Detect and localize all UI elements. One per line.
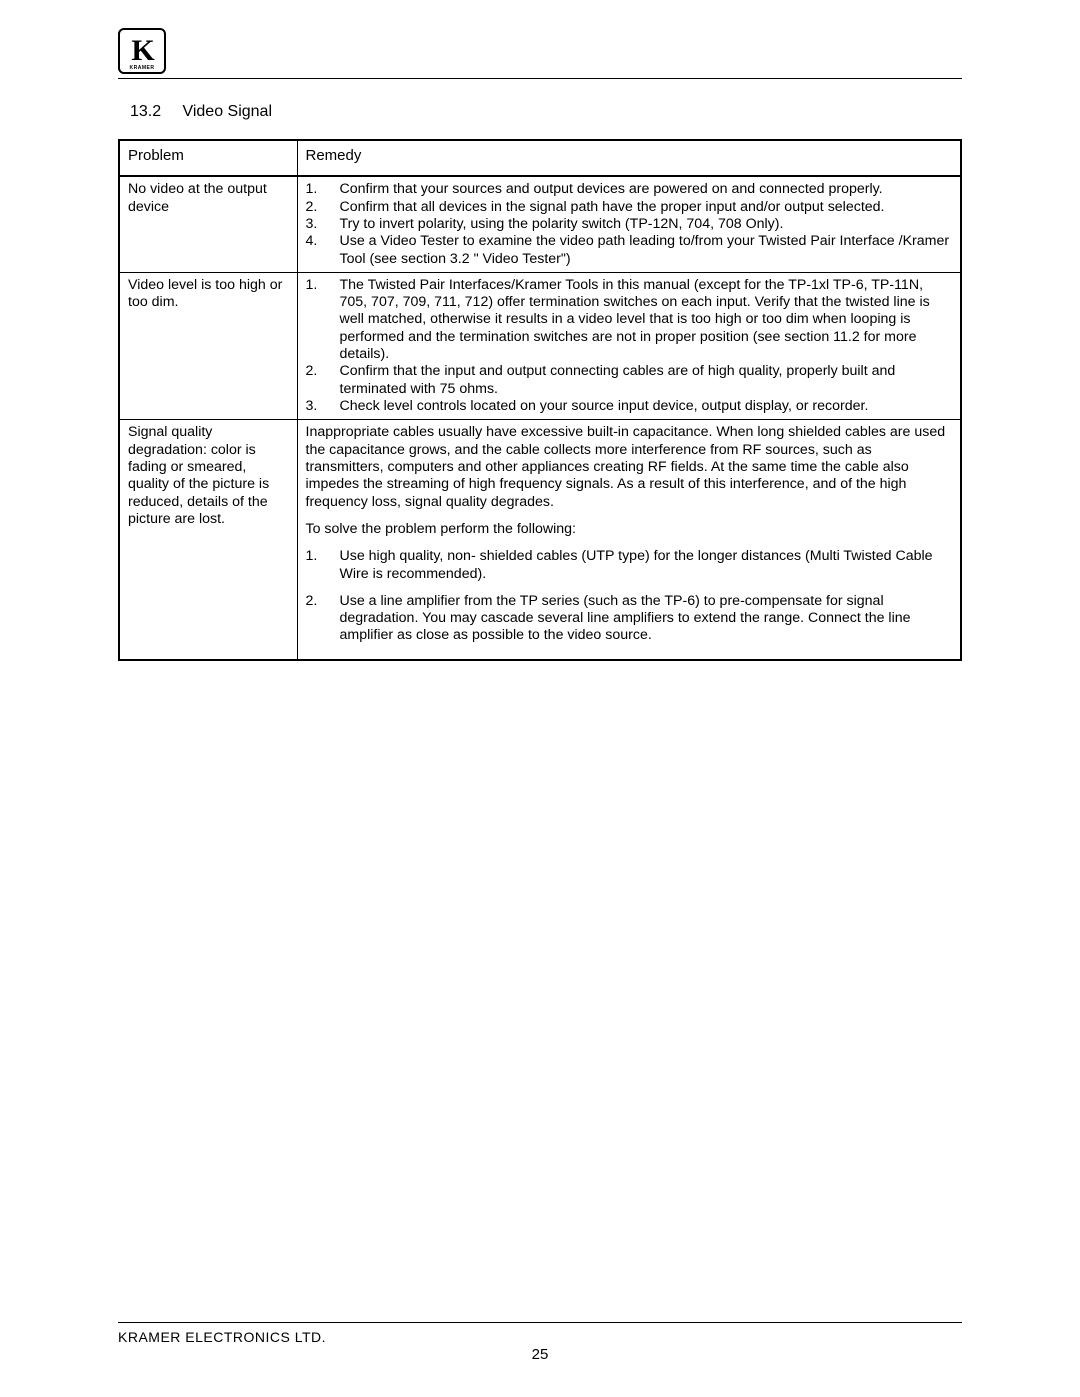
remedy-text: Use high quality, non- shielded cables (…	[340, 548, 953, 583]
list-number: 1.	[306, 277, 340, 364]
troubleshooting-table: Problem Remedy No video at the output de…	[118, 139, 962, 661]
section-heading: 13.2 Video Signal	[130, 103, 962, 121]
problem-cell: Video level is too high or too dim.	[119, 272, 297, 420]
page-footer: KRAMER ELECTRONICS LTD.	[118, 1322, 962, 1345]
list-number: 2.	[306, 199, 340, 216]
list-number: 3.	[306, 216, 340, 233]
remedy-cell: 1.Confirm that your sources and output d…	[297, 176, 961, 272]
brand-logo: K KRAMER	[118, 28, 166, 74]
remedy-text: Use a line amplifier from the TP series …	[340, 593, 953, 645]
col-header-problem: Problem	[119, 140, 297, 176]
list-number: 3.	[306, 398, 340, 415]
remedy-text: Use a Video Tester to examine the video …	[340, 233, 953, 268]
section-number: 13.2	[130, 103, 178, 121]
remedy-cell: 1.The Twisted Pair Interfaces/Kramer Too…	[297, 272, 961, 420]
list-number: 2.	[306, 593, 340, 645]
section-title: Video Signal	[182, 103, 272, 120]
logo-letter: K	[131, 36, 152, 66]
problem-cell: Signal quality degradation: color is fad…	[119, 420, 297, 660]
problem-cell: No video at the output device	[119, 176, 297, 272]
remedy-lead: To solve the problem perform the followi…	[306, 521, 953, 538]
table-row: Video level is too high or too dim. 1.Th…	[119, 272, 961, 420]
footer-divider	[118, 1322, 962, 1323]
footer-company: KRAMER ELECTRONICS LTD.	[118, 1329, 962, 1345]
table-row: Signal quality degradation: color is fad…	[119, 420, 961, 660]
list-number: 1.	[306, 181, 340, 198]
page-number: 25	[0, 1346, 1080, 1363]
table-row: No video at the output device 1.Confirm …	[119, 176, 961, 272]
remedy-text: The Twisted Pair Interfaces/Kramer Tools…	[340, 277, 953, 364]
list-number: 4.	[306, 233, 340, 268]
logo-brand: KRAMER	[130, 65, 155, 71]
col-header-remedy: Remedy	[297, 140, 961, 176]
remedy-text: Confirm that your sources and output dev…	[340, 181, 953, 198]
remedy-cell: Inappropriate cables usually have excess…	[297, 420, 961, 660]
remedy-text: Check level controls located on your sou…	[340, 398, 953, 415]
remedy-text: Try to invert polarity, using the polari…	[340, 216, 953, 233]
list-number: 2.	[306, 363, 340, 398]
remedy-text: Confirm that the input and output connec…	[340, 363, 953, 398]
list-number: 1.	[306, 548, 340, 583]
remedy-intro: Inappropriate cables usually have excess…	[306, 424, 953, 511]
header-divider	[118, 78, 962, 79]
remedy-text: Confirm that all devices in the signal p…	[340, 199, 953, 216]
